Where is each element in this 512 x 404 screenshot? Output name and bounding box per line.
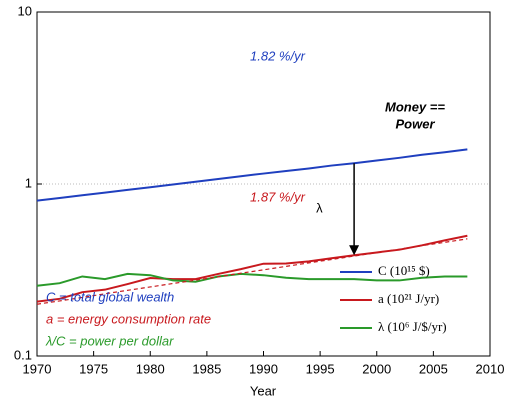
y-tick-label: 0.1: [14, 347, 32, 362]
x-tick-label: 1975: [79, 361, 108, 376]
x-tick-label: 1970: [23, 361, 52, 376]
x-tick-label: 1980: [136, 361, 165, 376]
x-tick-label: 1985: [192, 361, 221, 376]
legend-label: a (10²¹ J/yr): [378, 291, 439, 306]
annotation: Power: [395, 116, 435, 131]
x-tick-label: 1990: [249, 361, 278, 376]
x-tick-label: 2005: [419, 361, 448, 376]
x-tick-label: 2000: [362, 361, 391, 376]
series-line: [36, 272, 468, 287]
x-tick-label: 1995: [306, 361, 335, 376]
y-tick-label: 10: [18, 3, 32, 18]
legend-label: λ (10⁶ J/$/yr): [378, 319, 447, 334]
annotation: 1.87 %/yr: [250, 189, 306, 204]
annotation: C = total global wealth: [46, 289, 174, 304]
series-line: [36, 148, 468, 202]
y-tick-label: 1: [25, 175, 32, 190]
trend-line: [36, 238, 468, 305]
plot-frame: [36, 11, 491, 357]
x-axis-title: Year: [250, 383, 277, 398]
annotation: 1.82 %/yr: [250, 48, 306, 63]
annotation: Money ==: [385, 99, 445, 114]
series-line: [36, 234, 468, 303]
legend-label: C (10¹⁵ $): [378, 263, 430, 278]
annotation: λ/C = power per dollar: [45, 333, 174, 348]
annotation: a = energy consumption rate: [46, 311, 211, 326]
x-tick-label: 2010: [476, 361, 505, 376]
arrow-head: [349, 245, 360, 256]
annotation: λ: [316, 201, 323, 216]
